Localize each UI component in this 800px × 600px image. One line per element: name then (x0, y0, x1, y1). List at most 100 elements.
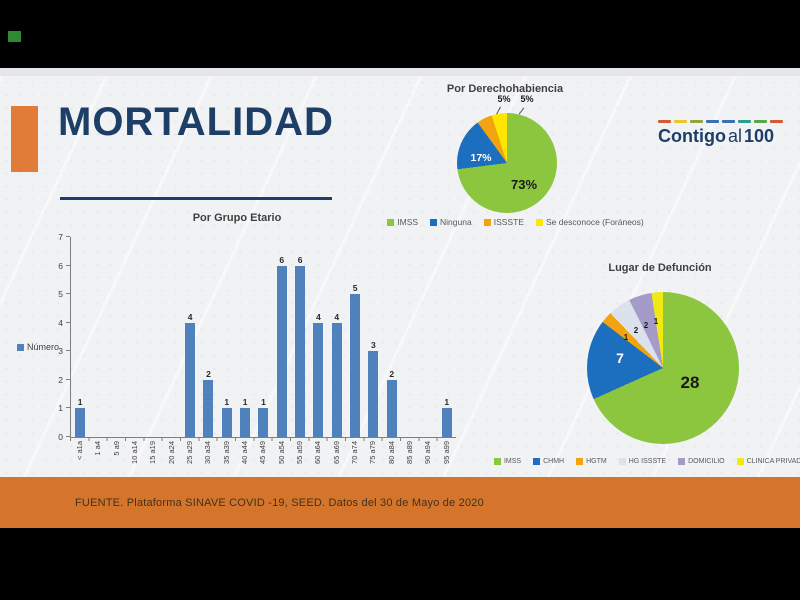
bar-slot: 3 75 a79 (364, 237, 382, 464)
pie1-legend: IMSS Ninguna ISSSTE Se desconoce (Foráneos) (383, 217, 648, 227)
y-axis-label: 7 (58, 232, 63, 242)
x-axis-label: 30 a34 (203, 441, 213, 464)
logo-dash (738, 120, 751, 123)
pie1-leader-line (518, 107, 525, 115)
logo-text: Contigo al 100 (658, 126, 783, 146)
bar (331, 322, 342, 437)
logo-text-number: 100 (744, 126, 775, 146)
y-axis-label: 4 (58, 317, 63, 328)
x-axis-label: 25 a29 (185, 441, 195, 464)
bar-value-label: 4 (334, 311, 340, 322)
y-axis-tick (66, 378, 70, 380)
bar-slot: 1 40 a44 (236, 237, 254, 464)
y-axis-label: 2 (58, 374, 63, 385)
bar-slot: 1 < a1a (71, 237, 89, 460)
bar (441, 408, 452, 437)
y-axis-tick (66, 436, 70, 437)
logo-text-light: al (727, 126, 742, 146)
x-axis-label: 10 a14 (130, 441, 140, 464)
x-axis-label: 20 a24 (166, 441, 176, 464)
pie2-label-chmh: 7 (616, 350, 624, 366)
pie2-legend: IMSS CHMH HGTM HG ISSSTE DOMICILIO CLINICA PR… (493, 458, 800, 465)
y-axis-label: 5 (58, 289, 63, 300)
bar-slot: 2 30 a34 (199, 237, 217, 464)
bar-slot: 2 80 a84 (383, 237, 401, 464)
x-axis-label: 5 a9 (111, 441, 121, 456)
logo-dash (658, 120, 671, 123)
pie1-label-issste: 5% (497, 94, 511, 104)
legend-label: HG ISSSTE (628, 458, 667, 465)
x-axis-label: 40 a44 (240, 441, 250, 464)
bar-slot: 1 a4 (89, 237, 107, 456)
legend-swatch-icon (618, 458, 626, 465)
bar-value-label: 4 (316, 311, 321, 322)
x-axis-label: 35 a39 (221, 441, 231, 464)
contigo-al-100-logo: Contigo al 100 (658, 120, 783, 146)
x-axis-label: 65 a69 (331, 441, 341, 464)
legend-item: Ninguna (430, 217, 472, 227)
x-axis-label: 50 a54 (276, 441, 286, 464)
bar-slot: 4 25 a29 (181, 237, 199, 464)
bar-slot: 90 a94 (419, 237, 437, 464)
pie1-label-ninguna: 17% (470, 152, 492, 164)
x-axis-label: 60 a64 (313, 441, 323, 464)
x-axis-label: 45 a49 (258, 441, 268, 464)
legend-item: Se desconoce (Foráneos) (535, 217, 644, 227)
bar-value-label: 6 (297, 254, 303, 265)
legend-item: HGTM (576, 458, 607, 465)
legend-swatch-icon (533, 458, 541, 465)
bar-value-label: 4 (187, 311, 193, 322)
bar-slot: 5 70 a74 (346, 237, 364, 464)
screen-corner-marker (8, 31, 21, 42)
bar-slot: 4 60 a64 (309, 237, 327, 464)
y-axis-label: 6 (58, 260, 63, 271)
legend-item: CHMH (533, 458, 564, 465)
x-axis-label: 70 a74 (350, 441, 360, 464)
bar-slot: 1 45 a49 (254, 237, 272, 464)
bar-chart-title: Por Grupo Etario (192, 212, 282, 224)
bar-chart-y-axis: 0 1 2 3 4 5 6 7 (46, 232, 70, 442)
pie1-title: Por Derechohabiencia (446, 83, 564, 95)
legend-label: ISSSTE (493, 217, 524, 227)
bar-value-label: 3 (371, 340, 376, 351)
legend-item: DOMICILIO (678, 458, 725, 465)
legend-swatch-icon (387, 218, 395, 226)
bar (221, 408, 232, 437)
legend-item: IMSS (387, 217, 418, 227)
bar-slot: 1 95 a99 (438, 237, 456, 464)
legend-swatch-icon (493, 458, 501, 465)
pie1-label-desconoce: 5% (520, 94, 534, 104)
legend-item: HG ISSSTE (618, 458, 667, 465)
legend-swatch-icon (483, 218, 491, 226)
y-axis-label: 0 (58, 432, 63, 442)
logo-dash (706, 120, 719, 123)
title-underline (60, 197, 332, 200)
legend-swatch-icon (535, 218, 543, 226)
bar (240, 408, 251, 437)
x-axis-label: < a1a (75, 441, 85, 460)
legend-label: IMSS (397, 217, 419, 227)
legend-label: HGTM (586, 458, 607, 465)
legend-swatch-icon (430, 218, 438, 226)
pie2-title: Lugar de Defunción (608, 262, 712, 274)
bar-slot: 5 a9 (108, 237, 126, 456)
top-strip (0, 68, 800, 76)
pie2-label-domicilio: 2 (643, 321, 649, 330)
bar-value-label: 5 (352, 283, 358, 294)
pie2-label-hg-issste: 2 (633, 326, 639, 335)
bar-slot: 15 a19 (144, 237, 162, 464)
bar (203, 379, 214, 437)
bar-value-label: 1 (242, 397, 248, 408)
y-axis-tick (66, 293, 70, 295)
legend-item: ISSSTE (483, 217, 524, 227)
logo-dash (754, 120, 767, 123)
logo-dash (770, 120, 783, 123)
pie-chart-lugar-defuncion (587, 292, 739, 444)
bar-value-label: 1 (224, 397, 230, 408)
bar-slot: 6 50 a54 (273, 237, 291, 464)
logo-dash (722, 120, 735, 123)
bar-slot: 6 55 a59 (291, 237, 309, 464)
bar (276, 265, 287, 437)
bar-slot: 20 a24 (163, 237, 181, 464)
